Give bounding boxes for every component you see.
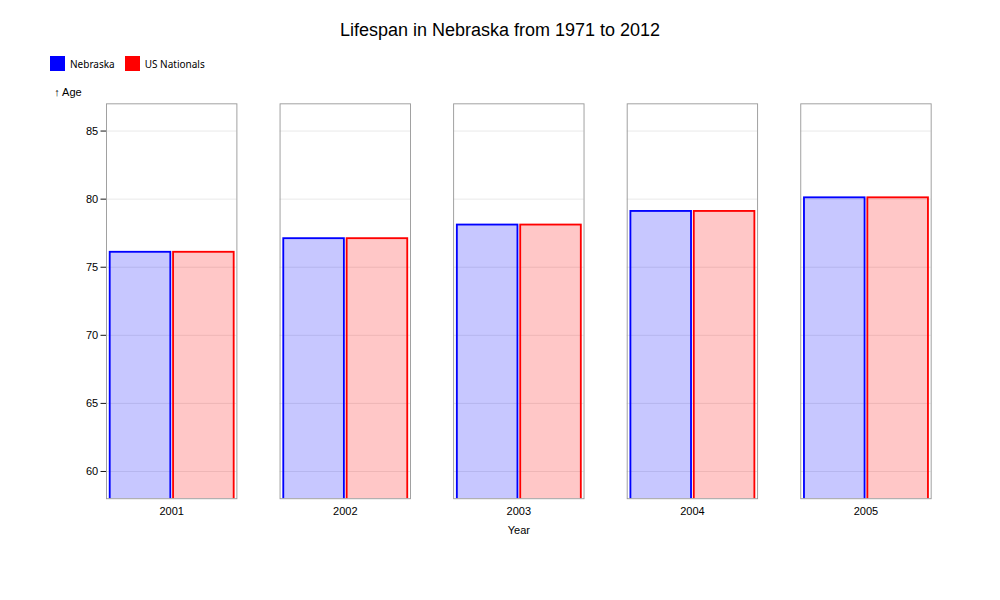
svg-text:75: 75 (86, 261, 98, 273)
svg-text:↑ Age: ↑ Age (54, 86, 82, 98)
svg-text:60: 60 (86, 465, 98, 477)
svg-text:2005: 2005 (854, 505, 879, 517)
svg-text:Year: Year (508, 524, 531, 536)
html-text:US Nationals: US Nationals (144, 56, 205, 71)
svg-text:2003: 2003 (507, 505, 532, 517)
svg-text:65: 65 (86, 397, 98, 409)
svg-text:80: 80 (86, 193, 98, 205)
svg-text:85: 85 (86, 125, 98, 137)
svg-text:2004: 2004 (680, 505, 705, 517)
svg-text:2002: 2002 (333, 505, 358, 517)
svg-text:70: 70 (86, 329, 98, 341)
svg-text:2001: 2001 (159, 505, 184, 517)
html-text:Nebraska: Nebraska (70, 56, 115, 71)
html-text:Lifespan in Nebraska from 1971: Lifespan in Nebraska from 1971 to 2012 (339, 20, 661, 40)
